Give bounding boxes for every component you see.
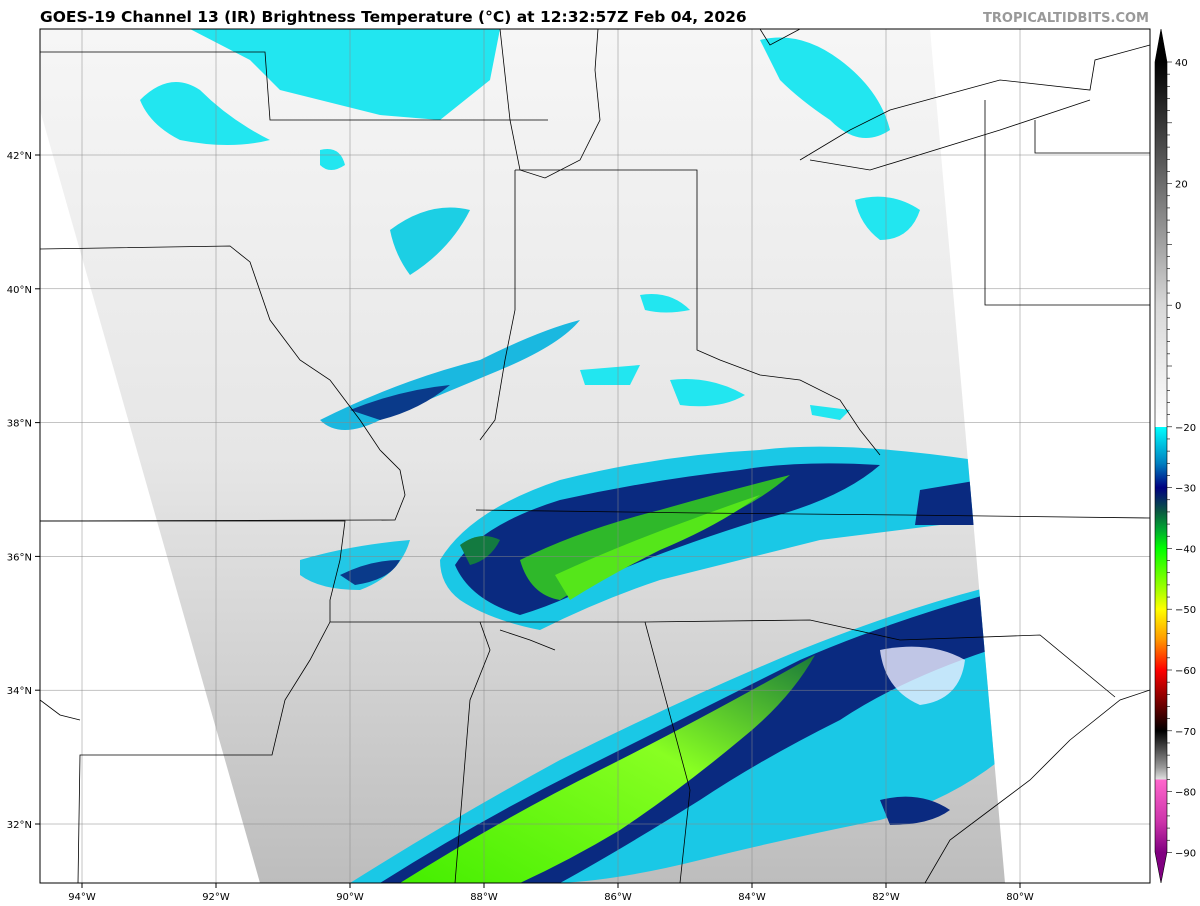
lon-label: 80°W [1006, 892, 1034, 903]
colorbar-label: 0 [1175, 301, 1181, 312]
map-title: GOES-19 Channel 13 (IR) Brightness Tempe… [40, 8, 747, 26]
lat-label: 36°N [7, 552, 32, 563]
colorbar-label: −50 [1175, 605, 1196, 616]
colorbar-label: −40 [1175, 544, 1196, 555]
lon-label: 88°W [470, 892, 498, 903]
colorbar-label: −70 [1175, 727, 1196, 738]
colorbar-scale [1154, 28, 1168, 884]
colorbar-label: −90 [1175, 848, 1196, 859]
watermark: TROPICALTIDBITS.COM [983, 11, 1149, 26]
lon-label: 90°W [336, 892, 364, 903]
lat-label: 34°N [7, 686, 32, 697]
borders [40, 29, 1150, 883]
longitude-labels: 94°W 92°W 90°W 88°W 86°W 84°W 82°W 80°W [68, 883, 1034, 903]
colorbar-label: −60 [1175, 666, 1196, 677]
colorbar-label: 40 [1175, 58, 1188, 69]
lat-label: 40°N [7, 285, 32, 296]
lon-label: 84°W [738, 892, 766, 903]
lon-label: 92°W [202, 892, 230, 903]
colorbar-label: 20 [1175, 180, 1188, 191]
lat-label: 38°N [7, 419, 32, 430]
lat-label: 32°N [7, 820, 32, 831]
lon-label: 82°W [872, 892, 900, 903]
lon-label: 94°W [68, 892, 96, 903]
lat-lon-grid [40, 29, 1150, 883]
colorbar-label: −80 [1175, 788, 1196, 799]
colorbar-label: −30 [1175, 484, 1196, 495]
lon-label: 86°W [604, 892, 632, 903]
colorbar: 40 20 0 −20 −30 −40 −50 −60 −70 −80 −90 [1154, 28, 1196, 884]
lat-label: 42°N [7, 151, 32, 162]
latitude-labels: 42°N 40°N 38°N 36°N 34°N 32°N [7, 151, 40, 831]
colorbar-label: −20 [1175, 423, 1196, 434]
